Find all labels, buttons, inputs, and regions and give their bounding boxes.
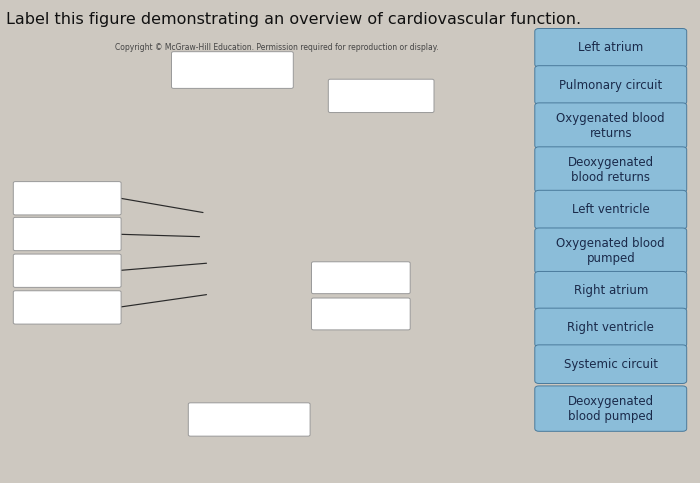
Text: Left ventricle: Left ventricle [572,203,650,216]
FancyBboxPatch shape [13,217,121,251]
FancyBboxPatch shape [535,66,687,104]
Text: Systemic circuit: Systemic circuit [564,358,658,370]
Text: Deoxygenated
blood returns: Deoxygenated blood returns [568,156,654,184]
FancyBboxPatch shape [328,79,434,113]
FancyBboxPatch shape [188,403,310,436]
FancyBboxPatch shape [535,386,687,431]
FancyBboxPatch shape [312,298,410,330]
FancyBboxPatch shape [172,52,293,88]
FancyBboxPatch shape [13,182,121,215]
FancyBboxPatch shape [535,345,687,384]
Text: Right atrium: Right atrium [573,284,648,297]
Text: Copyright © McGraw-Hill Education. Permission required for reproduction or displ: Copyright © McGraw-Hill Education. Permi… [115,43,438,53]
Text: Oxygenated blood
pumped: Oxygenated blood pumped [556,237,665,265]
FancyBboxPatch shape [535,308,687,347]
FancyBboxPatch shape [535,271,687,310]
FancyBboxPatch shape [535,103,687,148]
FancyBboxPatch shape [535,228,687,273]
FancyBboxPatch shape [13,254,121,287]
Text: Deoxygenated
blood pumped: Deoxygenated blood pumped [568,395,654,423]
FancyBboxPatch shape [312,262,410,294]
Text: Pulmonary circuit: Pulmonary circuit [559,79,662,91]
Text: Label this figure demonstrating an overview of cardiovascular function.: Label this figure demonstrating an overv… [6,12,581,27]
Text: Oxygenated blood
returns: Oxygenated blood returns [556,112,665,140]
FancyBboxPatch shape [535,28,687,67]
FancyBboxPatch shape [535,147,687,192]
Text: Right ventricle: Right ventricle [567,321,654,334]
Text: Left atrium: Left atrium [578,42,643,54]
FancyBboxPatch shape [13,291,121,324]
FancyBboxPatch shape [535,190,687,229]
